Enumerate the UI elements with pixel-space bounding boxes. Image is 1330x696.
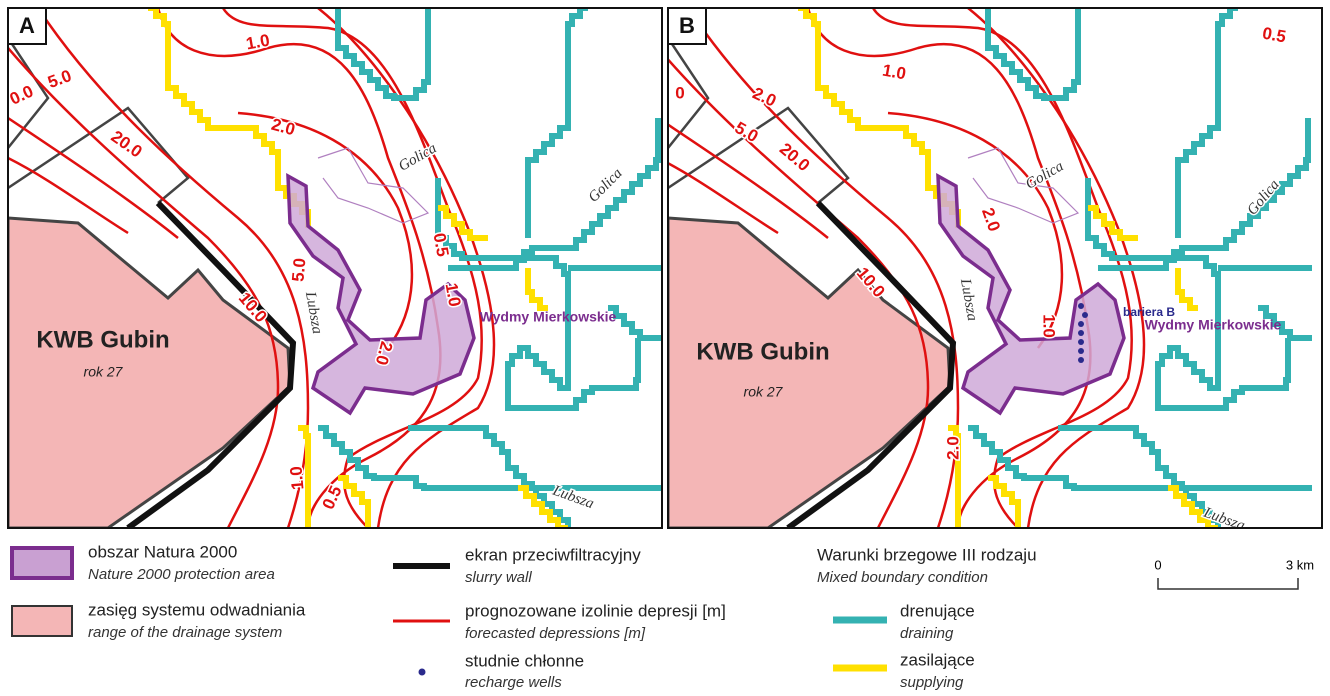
map-panel: bariera B0.51.02.05.0020.010.02.01.02.0G… xyxy=(658,8,1322,534)
river-supplying xyxy=(1178,268,1198,308)
scale-bar xyxy=(1158,578,1298,589)
legend-translation: recharge wells xyxy=(465,674,562,691)
drainage-area xyxy=(668,218,950,528)
legend-translation: supplying xyxy=(900,674,964,691)
river-supplying xyxy=(798,8,958,228)
legend-translation: forecasted depressions [m] xyxy=(465,625,646,642)
legend-name: zasięg systemu odwadniania xyxy=(88,600,306,619)
legend-name: zasilające xyxy=(900,650,975,669)
scale-end: 3 km xyxy=(1286,557,1314,572)
legend-translation: range of the drainage system xyxy=(88,624,282,641)
mine-name: KWB Gubin xyxy=(696,338,829,365)
river-label: Lubsza xyxy=(1201,504,1247,534)
mine-year: rok 27 xyxy=(84,364,124,380)
swatch-natura xyxy=(12,548,72,578)
legend-translation: Mixed boundary condition xyxy=(817,569,988,586)
river-draining xyxy=(1058,428,1312,488)
isoline-label: 2.0 xyxy=(750,83,779,110)
legend-translation: draining xyxy=(900,625,954,642)
river-draining xyxy=(408,428,662,488)
legend-translation: slurry wall xyxy=(465,569,532,586)
isoline-label: 1.0 xyxy=(245,31,272,54)
isoline-label: 0.5 xyxy=(430,232,453,259)
legend-name: obszar Natura 2000 xyxy=(88,542,237,561)
recharge-well xyxy=(1082,312,1088,318)
river-label: Golica xyxy=(1244,177,1283,219)
isoline-label: 2.0 xyxy=(269,115,297,139)
legend-name: prognozowane izolinie depresji [m] xyxy=(465,601,726,620)
river-label: Lubsza xyxy=(957,277,980,323)
isoline-label: 0.5 xyxy=(318,483,345,512)
isoline-label: 1.0 xyxy=(286,465,307,490)
isoline-label: 0.0 xyxy=(7,81,36,108)
isoline-label: 0 xyxy=(675,83,684,102)
river-draining xyxy=(338,8,428,98)
river-label: Lubsza xyxy=(302,290,325,336)
isoline-label: 5.0 xyxy=(45,66,74,92)
recharge-well xyxy=(1078,303,1084,309)
isoline-label: 1.0 xyxy=(1040,314,1059,338)
river-label: Golica xyxy=(1023,158,1066,192)
recharge-well xyxy=(1078,339,1084,345)
river-supplying xyxy=(988,478,1018,528)
isoline-label: 1.0 xyxy=(881,61,908,84)
legend-title: Warunki brzegowe III rodzaju xyxy=(817,545,1037,564)
map-content: bariera B0.51.02.05.0020.010.02.01.02.0G… xyxy=(658,8,1312,534)
river-supplying xyxy=(338,478,368,528)
scale-start: 0 xyxy=(1154,557,1161,572)
swatch-drainage xyxy=(12,606,72,636)
isoline-label: 0.5 xyxy=(1261,24,1288,47)
reserve-label: Wydmy Mierkowskie xyxy=(1145,317,1282,333)
swatch-well xyxy=(419,669,426,676)
isoline-label: 1.0 xyxy=(442,282,465,309)
river-supplying xyxy=(528,268,548,308)
river-draining xyxy=(528,8,588,238)
recharge-well xyxy=(1078,330,1084,336)
isoline-label: 2.0 xyxy=(943,436,962,460)
isoline-label: 2.0 xyxy=(978,205,1004,234)
figure: 1.05.00.020.02.00.51.05.010.02.01.00.5Go… xyxy=(0,0,1330,691)
mine-name: KWB Gubin xyxy=(36,326,169,353)
river-supplying xyxy=(1088,208,1138,238)
recharge-well xyxy=(1078,321,1084,327)
panel-letter: B xyxy=(679,13,695,38)
river-draining xyxy=(1178,8,1238,238)
recharge-well xyxy=(1078,348,1084,354)
mine-year: rok 27 xyxy=(744,384,784,400)
isoline-label: 5.0 xyxy=(288,257,309,282)
legend: obszar Natura 2000 Nature 2000 protectio… xyxy=(12,542,1314,690)
legend-translation: Nature 2000 protection area xyxy=(88,566,275,583)
legend-name: drenujące xyxy=(900,601,975,620)
legend-name: studnie chłonne xyxy=(465,651,584,670)
river-draining xyxy=(988,8,1078,98)
legend-name: ekran przeciwfiltracyjny xyxy=(465,545,641,564)
recharge-well xyxy=(1078,357,1084,363)
drainage-area xyxy=(8,218,290,528)
panel-letter: A xyxy=(19,13,35,38)
reserve-label: Wydmy Mierkowskie xyxy=(480,309,617,325)
